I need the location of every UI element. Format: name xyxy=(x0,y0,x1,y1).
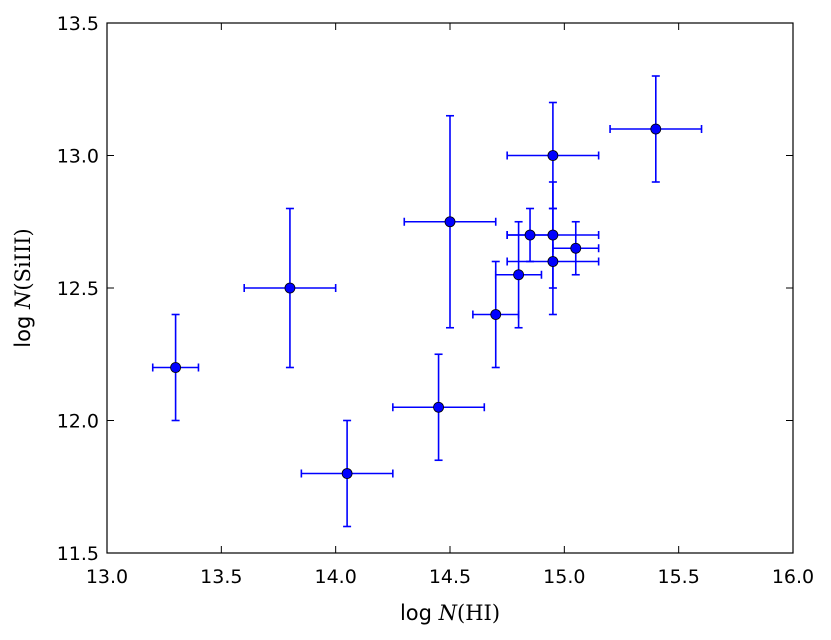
x-tick-label: 16.0 xyxy=(772,566,814,588)
x-tick-label: 15.0 xyxy=(543,566,585,588)
y-tick-label: 13.0 xyxy=(57,146,99,168)
data-point xyxy=(433,401,444,413)
x-tick-label: 13.0 xyxy=(86,566,128,588)
x-tick-label: 13.5 xyxy=(200,566,242,588)
data-point xyxy=(650,123,662,135)
data-point xyxy=(170,362,182,373)
y-tick-label: 13.5 xyxy=(57,13,99,35)
data-point xyxy=(490,309,502,320)
y-tick-labels: 11.5 12.0 12.5 13.0 13.5 xyxy=(57,13,99,565)
x-axis-label: log N(HI) xyxy=(400,601,500,625)
y-axis-label: log N(SiIII) xyxy=(11,228,35,347)
data-point xyxy=(341,468,353,479)
data-point xyxy=(444,216,456,228)
x-tick-label: 15.5 xyxy=(658,566,700,588)
x-tick-label: 14.5 xyxy=(429,566,471,588)
data-point xyxy=(524,229,536,241)
y-tick-label: 12.5 xyxy=(57,278,99,300)
data-point xyxy=(547,256,559,267)
data-point xyxy=(547,229,559,241)
x-tick-labels: 13.0 13.5 14.0 14.5 15.0 15.5 16.0 xyxy=(86,566,814,588)
plot-frame xyxy=(106,22,794,554)
data-point xyxy=(284,282,296,294)
y-tick-label: 11.5 xyxy=(57,543,99,565)
y-tick-label: 12.0 xyxy=(57,411,99,433)
data-markers xyxy=(170,123,662,479)
x-tick-label: 14.0 xyxy=(315,566,357,588)
data-point xyxy=(513,269,524,281)
data-point xyxy=(547,150,559,161)
data-point xyxy=(570,242,582,254)
